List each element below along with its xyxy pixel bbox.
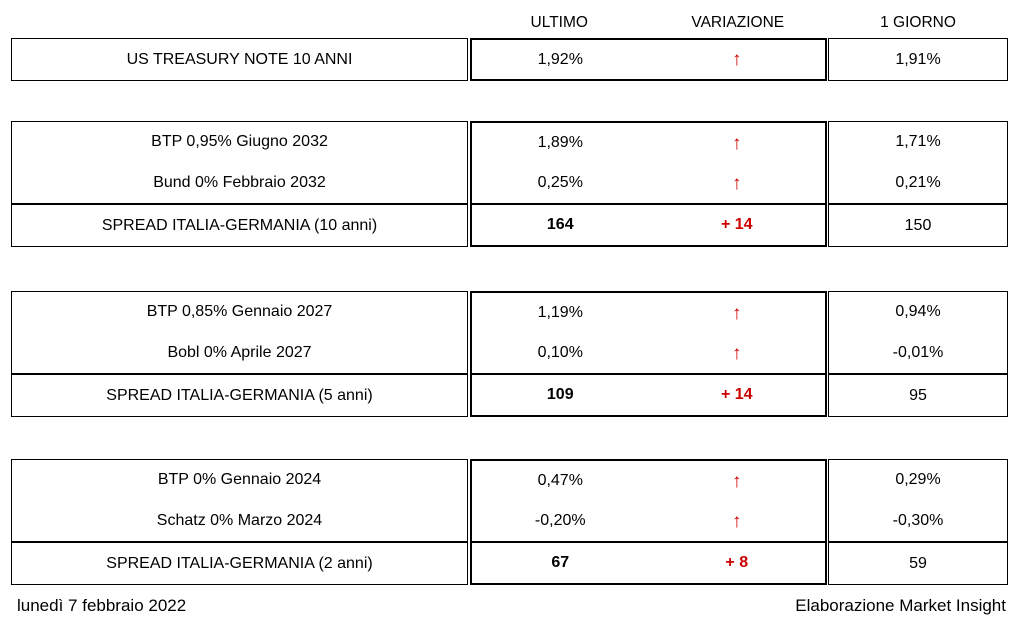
ultimo-value: 0,47% — [537, 472, 583, 489]
spread-label: SPREAD ITALIA-GERMANIA (5 anni) — [12, 373, 467, 416]
group-10-anni: BTP 0,95% Giugno 2032 Bund 0% Febbraio 2… — [11, 121, 1022, 247]
spread-giorno-value: 95 — [829, 373, 1007, 416]
table-row: 1,92% ↑ — [472, 40, 825, 79]
bond-label: Bund 0% Febbraio 2032 — [153, 174, 326, 191]
ultimo-value: -0,20% — [534, 512, 586, 529]
spread-giorno-value: 150 — [829, 203, 1007, 246]
group-5-anni: BTP 0,85% Gennaio 2027 Bobl 0% Aprile 20… — [11, 291, 1022, 417]
giorno-column: 1,91% — [828, 38, 1008, 81]
label-column: BTP 0,85% Gennaio 2027 Bobl 0% Aprile 20… — [11, 291, 468, 417]
giorno-column: 0,94% -0,01% 95 — [828, 291, 1008, 417]
credit-label: Elaborazione Market Insight — [795, 596, 1006, 615]
column-header-1giorno: 1 GIORNO — [880, 14, 956, 31]
up-arrow-icon: ↑ — [732, 470, 742, 492]
table-area: ULTIMO VARIAZIONE 1 GIORNO US TREASURY N… — [11, 8, 1022, 585]
spread-ultimo-value: 164 — [546, 216, 574, 233]
giorno-value: -0,01% — [892, 344, 944, 361]
up-arrow-icon: ↑ — [732, 132, 742, 154]
label-column: BTP 0,95% Giugno 2032 Bund 0% Febbraio 2… — [11, 121, 468, 247]
bond-label: BTP 0% Gennaio 2024 — [157, 471, 322, 489]
column-header-variazione: VARIAZIONE — [691, 14, 785, 31]
ultimo-variazione-column: 1,19% ↑ 0,10% ↑ 109 + 14 — [470, 291, 827, 417]
spread-row: 109 + 14 — [472, 373, 825, 415]
table-row: 0,10% ↑ — [472, 333, 825, 373]
giorno-column: 0,29% -0,30% 59 — [828, 459, 1008, 585]
table-row: -0,20% ↑ — [472, 501, 825, 541]
up-arrow-icon: ↑ — [732, 49, 742, 70]
spread-label: SPREAD ITALIA-GERMANIA (10 anni) — [12, 203, 467, 246]
up-arrow-icon: ↑ — [732, 172, 742, 194]
ultimo-value: 1,92% — [537, 50, 583, 68]
bond-label: BTP 0,85% Gennaio 2027 — [146, 303, 333, 321]
giorno-value: 0,29% — [895, 471, 941, 489]
spread-label: SPREAD ITALIA-GERMANIA (2 anni) — [12, 541, 467, 584]
spread-row: 164 + 14 — [472, 203, 825, 245]
ultimo-variazione-column: 1,92% ↑ — [470, 38, 827, 81]
up-arrow-icon: ↑ — [732, 302, 742, 324]
spread-row: 67 + 8 — [472, 541, 825, 583]
group-2-anni: BTP 0% Gennaio 2024 Schatz 0% Marzo 2024… — [11, 459, 1022, 585]
giorno-column: 1,71% 0,21% 150 — [828, 121, 1008, 247]
bond-label: Schatz 0% Marzo 2024 — [156, 512, 323, 529]
spread-ultimo-value: 67 — [551, 554, 570, 571]
spread-giorno-value: 59 — [829, 541, 1007, 584]
ultimo-variazione-column: 0,47% ↑ -0,20% ↑ 67 + 8 — [470, 459, 827, 585]
table-row: 1,19% ↑ — [472, 293, 825, 333]
bond-label: US TREASURY NOTE 10 ANNI — [126, 50, 353, 68]
giorno-value: -0,30% — [892, 512, 944, 529]
up-arrow-icon: ↑ — [732, 510, 742, 532]
date-label: lunedì 7 febbraio 2022 — [17, 596, 187, 615]
giorno-value: 0,94% — [895, 303, 941, 321]
group-us-treasury: US TREASURY NOTE 10 ANNI 1,92% ↑ 1,91% — [11, 38, 1022, 81]
spread-variazione-value: + 14 — [720, 386, 753, 403]
column-header-ultimo: ULTIMO — [530, 14, 588, 31]
spread-variazione-value: + 8 — [725, 554, 749, 571]
giorno-value: 1,91% — [895, 50, 941, 68]
label-column: BTP 0% Gennaio 2024 Schatz 0% Marzo 2024… — [11, 459, 468, 585]
table-row: 0,25% ↑ — [472, 163, 825, 203]
column-headers: ULTIMO VARIAZIONE 1 GIORNO — [11, 8, 1022, 38]
spread-ultimo-value: 109 — [546, 386, 574, 403]
header-mid-section: ULTIMO VARIAZIONE — [470, 14, 827, 32]
bond-label: Bobl 0% Aprile 2027 — [167, 344, 312, 361]
giorno-value: 1,71% — [895, 133, 941, 151]
footer: lunedì 7 febbraio 2022 Elaborazione Mark… — [0, 596, 1022, 616]
spread-variazione-value: + 14 — [720, 216, 753, 233]
ultimo-value: 0,10% — [537, 344, 583, 361]
table-row: 1,89% ↑ — [472, 123, 825, 163]
bond-label: BTP 0,95% Giugno 2032 — [151, 133, 328, 151]
table-row: 0,47% ↑ — [472, 461, 825, 501]
ultimo-value: 1,19% — [537, 304, 583, 321]
up-arrow-icon: ↑ — [732, 342, 742, 364]
ultimo-value: 1,89% — [537, 134, 583, 151]
giorno-value: 0,21% — [895, 174, 941, 191]
ultimo-variazione-column: 1,89% ↑ 0,25% ↑ 164 + 14 — [470, 121, 827, 247]
ultimo-value: 0,25% — [537, 174, 583, 191]
label-column: US TREASURY NOTE 10 ANNI — [11, 38, 468, 81]
